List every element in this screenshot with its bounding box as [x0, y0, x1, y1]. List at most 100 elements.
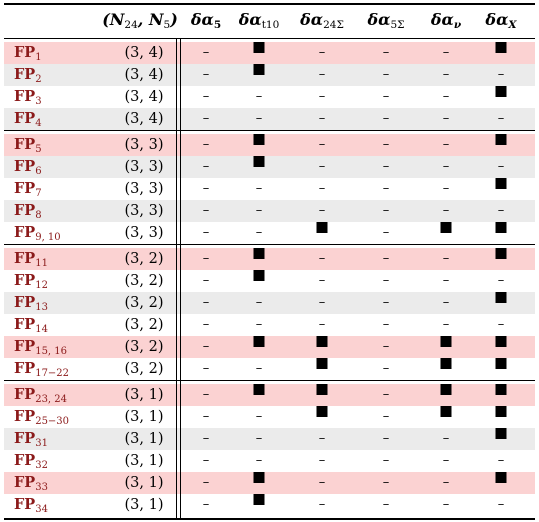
- fp-text: FP: [14, 386, 36, 403]
- dash-glyph: –: [202, 339, 210, 354]
- fixed-point-label: FP1: [14, 42, 42, 64]
- dash-glyph: –: [497, 111, 505, 126]
- fp-text: FP: [14, 136, 36, 153]
- top-rule: [4, 3, 535, 5]
- fixed-point-label: FP31: [14, 428, 48, 450]
- dash-glyph: –: [255, 181, 263, 196]
- dash-glyph: –: [497, 159, 505, 174]
- square-icon: [440, 384, 452, 395]
- dash-glyph: –: [202, 251, 210, 266]
- square-icon: [440, 358, 452, 369]
- header-col-1: δα5: [190, 10, 222, 31]
- table-row: FP4 (3, 4) – – – – – –: [4, 108, 535, 130]
- dash-glyph: –: [255, 89, 263, 104]
- square-icon: [495, 86, 507, 97]
- square-icon: [495, 292, 507, 303]
- dash-glyph: –: [202, 89, 210, 104]
- fp-index: 11: [35, 258, 48, 269]
- dash-glyph: –: [202, 67, 210, 82]
- dash-glyph: –: [382, 111, 390, 126]
- fp-index: 33: [35, 482, 48, 493]
- fixed-point-label: FP13: [14, 292, 48, 314]
- dash-glyph: –: [202, 475, 210, 490]
- dash-glyph: –: [382, 387, 390, 402]
- table-row: FP7 (3, 3) – – – – –: [4, 178, 535, 200]
- dash-glyph: –: [318, 453, 326, 468]
- dash-glyph: –: [497, 497, 505, 512]
- dash-glyph: –: [255, 431, 263, 446]
- table-row: FP12 (3, 2) – – – – –: [4, 270, 535, 292]
- square-icon: [253, 472, 265, 483]
- fp-index: 34: [35, 504, 48, 515]
- fp-text: FP: [14, 272, 36, 289]
- dash-glyph: –: [382, 409, 390, 424]
- table-row: FP31 (3, 1) – – – – –: [4, 428, 535, 450]
- table-row: FP8 (3, 3) – – – – – –: [4, 200, 535, 222]
- header-rule: [4, 38, 535, 39]
- square-icon: [253, 270, 265, 281]
- fp-index: 8: [35, 210, 42, 221]
- square-icon: [316, 222, 328, 233]
- square-icon: [440, 222, 452, 233]
- dash-glyph: –: [382, 361, 390, 376]
- header-col-5: δαν: [430, 10, 462, 31]
- square-icon: [495, 406, 507, 417]
- table-row: FP33 (3, 1) – – – –: [4, 472, 535, 494]
- square-icon: [495, 336, 507, 347]
- square-icon: [495, 358, 507, 369]
- group-rule-2: [4, 244, 535, 245]
- dash-glyph: –: [318, 89, 326, 104]
- fp-text: FP: [14, 180, 36, 197]
- table-row: FP13 (3, 2) – – – – –: [4, 292, 535, 314]
- dash-glyph: –: [202, 295, 210, 310]
- double-vertical-rule-1: [176, 39, 177, 518]
- dash-glyph: –: [202, 159, 210, 174]
- n-value: (3, 1): [124, 475, 164, 491]
- dash-glyph: –: [442, 89, 450, 104]
- fp-index: 17−22: [35, 368, 70, 379]
- n-value: (3, 1): [124, 387, 164, 403]
- square-icon: [253, 336, 265, 347]
- fp-text: FP: [14, 408, 36, 425]
- fixed-point-label: FP23, 24: [14, 384, 67, 406]
- square-icon: [253, 156, 265, 167]
- fp-text: FP: [14, 496, 36, 513]
- table-row: FP3 (3, 4) – – – – –: [4, 86, 535, 108]
- fixed-point-label: FP5: [14, 134, 42, 156]
- dash-glyph: –: [442, 67, 450, 82]
- table-row: FP25−30 (3, 1) – – –: [4, 406, 535, 428]
- dash-glyph: –: [255, 203, 263, 218]
- dash-glyph: –: [318, 181, 326, 196]
- dash-glyph: –: [382, 295, 390, 310]
- n-value: (3, 1): [124, 409, 164, 425]
- fp-text: FP: [14, 66, 36, 83]
- n-value: (3, 3): [124, 159, 164, 175]
- n-value: (3, 3): [124, 225, 164, 241]
- fixed-point-label: FP4: [14, 108, 42, 130]
- dash-glyph: –: [255, 225, 263, 240]
- fixed-point-label: FP9, 10: [14, 222, 61, 244]
- fixed-point-label: FP34: [14, 494, 48, 516]
- fp-text: FP: [14, 430, 36, 447]
- dash-glyph: –: [382, 497, 390, 512]
- fixed-point-label: FP3: [14, 86, 42, 108]
- dash-glyph: –: [442, 251, 450, 266]
- dash-glyph: –: [318, 273, 326, 288]
- table-row: FP17−22 (3, 2) – – –: [4, 358, 535, 380]
- square-icon: [495, 42, 507, 53]
- dash-glyph: –: [382, 475, 390, 490]
- fp-text: FP: [14, 158, 36, 175]
- dash-glyph: –: [202, 203, 210, 218]
- dash-glyph: –: [255, 295, 263, 310]
- dash-glyph: –: [202, 137, 210, 152]
- dash-glyph: –: [255, 453, 263, 468]
- dash-glyph: –: [318, 137, 326, 152]
- fixed-point-label: FP8: [14, 200, 42, 222]
- table-row: FP14 (3, 2) – – – – – –: [4, 314, 535, 336]
- fixed-point-label: FP17−22: [14, 358, 69, 380]
- header-col-6: δαX: [485, 10, 517, 31]
- dash-glyph: –: [202, 361, 210, 376]
- dash-glyph: –: [318, 159, 326, 174]
- dash-glyph: –: [442, 273, 450, 288]
- dash-glyph: –: [497, 453, 505, 468]
